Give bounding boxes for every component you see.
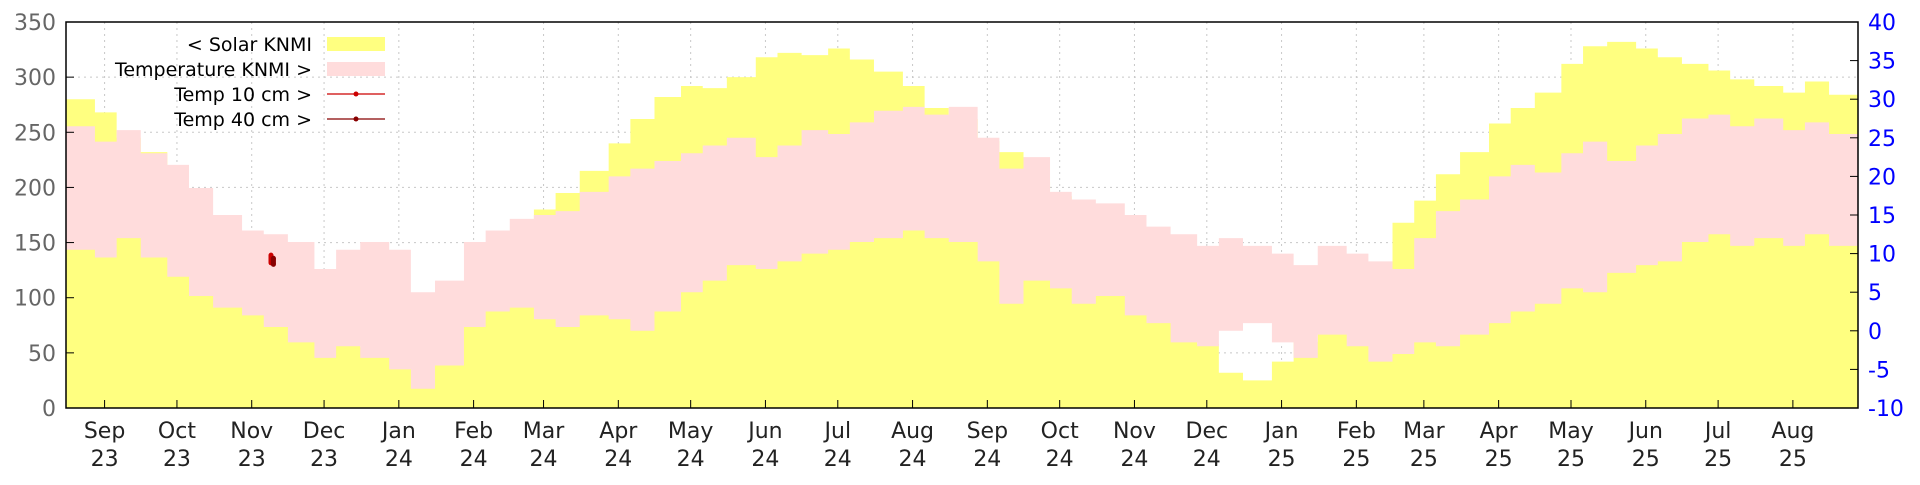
temperature-band — [66, 106, 1858, 389]
temp-40cm-mark-point — [270, 255, 276, 261]
x-tick-year-label: 24 — [1046, 447, 1074, 472]
legend-marker-temp-40cm — [353, 116, 359, 122]
y-right-tick-label: 30 — [1868, 88, 1896, 113]
x-tick-month-label: Sep — [84, 419, 125, 444]
x-tick-month-label: Jul — [1703, 419, 1732, 444]
legend-label: Temperature KNMI > — [114, 59, 312, 81]
x-tick-month-label: Feb — [454, 419, 493, 444]
x-tick-month-label: Mar — [523, 419, 565, 444]
x-tick-month-label: Jun — [1627, 419, 1663, 444]
y-right-tick-label: 35 — [1868, 50, 1896, 75]
x-tick-year-label: 24 — [1120, 447, 1148, 472]
x-tick-month-label: Dec — [1186, 419, 1229, 444]
x-tick-year-label: 24 — [973, 447, 1001, 472]
legend-label: < Solar KNMI — [187, 34, 312, 56]
axes: 0 50 100 150 200 250 300 350 -10 -5 0 5 10 15 20 25 30 35… — [14, 11, 1904, 472]
x-tick-month-label: Sep — [967, 419, 1008, 444]
y-left-tick-label: 350 — [14, 11, 56, 36]
y-left-tick-label: 200 — [14, 176, 56, 201]
y-right-tick-label: 0 — [1868, 320, 1882, 345]
y-left-tick-label: 100 — [14, 287, 56, 312]
x-tick-year-label: 23 — [163, 447, 191, 472]
x-tick-month-label: Oct — [158, 419, 196, 444]
x-tick-month-label: Jan — [1263, 419, 1299, 444]
x-tick-year-label: 25 — [1779, 447, 1807, 472]
temp-40cm-mark-point — [270, 261, 276, 267]
y-left-tick-label: 0 — [42, 397, 56, 422]
x-tick-year-label: 24 — [1193, 447, 1221, 472]
y-right-tick-label: 40 — [1868, 11, 1896, 36]
x-tick-month-label: Jan — [380, 419, 416, 444]
x-tick-year-label: 25 — [1632, 447, 1660, 472]
x-tick-month-label: Mar — [1403, 419, 1445, 444]
x-tick-year-label: 24 — [604, 447, 632, 472]
legend-swatch-solar — [327, 37, 385, 51]
x-tick-month-label: Jun — [746, 419, 782, 444]
x-tick-month-label: Apr — [1480, 419, 1519, 444]
y-right-tick-label: 5 — [1868, 281, 1882, 306]
legend-swatch-temperature — [327, 62, 385, 76]
x-tick-year-label: 25 — [1485, 447, 1513, 472]
legend-label: Temp 40 cm > — [173, 109, 312, 131]
x-tick-year-label: 24 — [530, 447, 558, 472]
x-tick-month-label: Apr — [599, 419, 638, 444]
x-tick-month-label: Nov — [1113, 419, 1156, 444]
chart-series — [66, 41, 1858, 408]
x-tick-year-label: 24 — [460, 447, 488, 472]
x-tick-year-label: 25 — [1704, 447, 1732, 472]
legend-marker-temp-10cm — [353, 91, 359, 97]
y-left-tick-label: 250 — [14, 121, 56, 146]
x-tick-year-label: 25 — [1268, 447, 1296, 472]
x-tick-year-label: 24 — [824, 447, 852, 472]
x-tick-month-label: Jul — [823, 419, 852, 444]
x-tick-year-label: 23 — [310, 447, 338, 472]
y-left-tick-label: 150 — [14, 232, 56, 257]
x-tick-month-label: May — [1548, 419, 1593, 444]
x-tick-month-label: Feb — [1337, 419, 1376, 444]
legend: < Solar KNMI Temperature KNMI > Temp 10 cm… — [114, 34, 385, 131]
y-right-tick-label: -5 — [1868, 358, 1890, 383]
y-right-tick-label: 15 — [1868, 204, 1896, 229]
x-tick-year-label: 24 — [677, 447, 705, 472]
y-left-tick-label: 50 — [28, 342, 56, 367]
x-tick-year-label: 24 — [899, 447, 927, 472]
x-tick-year-label: 24 — [751, 447, 779, 472]
x-tick-year-label: 23 — [91, 447, 119, 472]
x-tick-month-label: Oct — [1041, 419, 1079, 444]
x-tick-year-label: 25 — [1410, 447, 1438, 472]
y-right-tick-label: 20 — [1868, 165, 1896, 190]
x-tick-month-label: May — [668, 419, 713, 444]
x-tick-month-label: Dec — [303, 419, 346, 444]
x-tick-month-label: Nov — [230, 419, 273, 444]
y-right-tick-label: 10 — [1868, 243, 1896, 268]
x-tick-year-label: 25 — [1342, 447, 1370, 472]
x-tick-year-label: 24 — [385, 447, 413, 472]
x-tick-year-label: 25 — [1557, 447, 1585, 472]
x-tick-year-label: 23 — [238, 447, 266, 472]
legend-label: Temp 10 cm > — [173, 84, 312, 106]
y-right-tick-label: 25 — [1868, 127, 1896, 152]
x-tick-month-label: Aug — [891, 419, 934, 444]
y-left-tick-label: 300 — [14, 66, 56, 91]
y-right-tick-label: -10 — [1868, 397, 1904, 422]
x-tick-month-label: Aug — [1771, 419, 1814, 444]
